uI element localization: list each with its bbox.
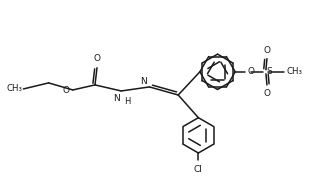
Text: O: O <box>63 86 70 95</box>
Text: S: S <box>266 67 272 76</box>
Text: CH₃: CH₃ <box>286 67 302 76</box>
Text: N: N <box>141 77 147 86</box>
Text: Cl: Cl <box>194 165 203 174</box>
Text: O: O <box>264 89 270 98</box>
Text: N: N <box>113 94 120 104</box>
Text: H: H <box>124 97 131 106</box>
Text: CH₃: CH₃ <box>7 84 23 93</box>
Text: O: O <box>94 54 100 63</box>
Text: O: O <box>264 46 270 55</box>
Text: O: O <box>248 67 255 76</box>
